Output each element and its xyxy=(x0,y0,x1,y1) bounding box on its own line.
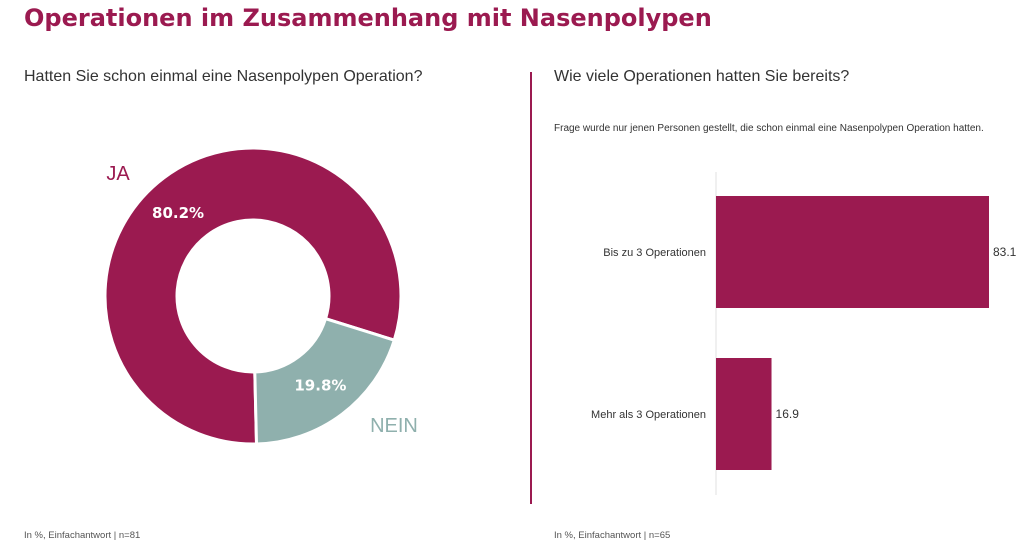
left-footnote: In %, Einfachantwort | n=81 xyxy=(24,530,141,541)
left-panel: Hatten Sie schon einmal eine Nasenpolype… xyxy=(24,68,423,541)
donut-category-label: JA xyxy=(106,163,130,185)
right-panel: Wie viele Operationen hatten Sie bereits… xyxy=(532,0,1024,543)
bar xyxy=(716,196,989,308)
right-question: Wie viele Operationen hatten Sie bereits… xyxy=(554,68,850,85)
left-question: Hatten Sie schon einmal eine Nasenpolype… xyxy=(24,68,423,85)
donut-value-label: 19.8% xyxy=(294,376,346,394)
donut-chart: 80.2% JA 19.8% NEIN xyxy=(103,146,418,446)
question-note: Frage wurde nur jenen Personen gestellt,… xyxy=(554,123,984,134)
donut-slice-ja xyxy=(103,146,403,446)
donut-category-label: NEIN xyxy=(370,415,418,437)
donut-value-label: 80.2% xyxy=(152,204,204,222)
bar-chart: Bis zu 3 Operationen 83.1 Mehr als 3 Opera… xyxy=(591,172,1017,495)
panel-divider xyxy=(530,72,532,504)
bar xyxy=(716,358,772,470)
bar-value-label: 83.1 xyxy=(993,245,1017,259)
donut-slice-nein xyxy=(253,316,397,446)
page-title: Operationen im Zusammenhang mit Nasenpol… xyxy=(24,4,712,32)
bar-value-label: 16.9 xyxy=(776,407,800,421)
bar-category-label: Bis zu 3 Operationen xyxy=(603,247,706,259)
right-footnote: In %, Einfachantwort | n=65 xyxy=(554,530,671,541)
bar-category-label: Mehr als 3 Operationen xyxy=(591,409,706,421)
